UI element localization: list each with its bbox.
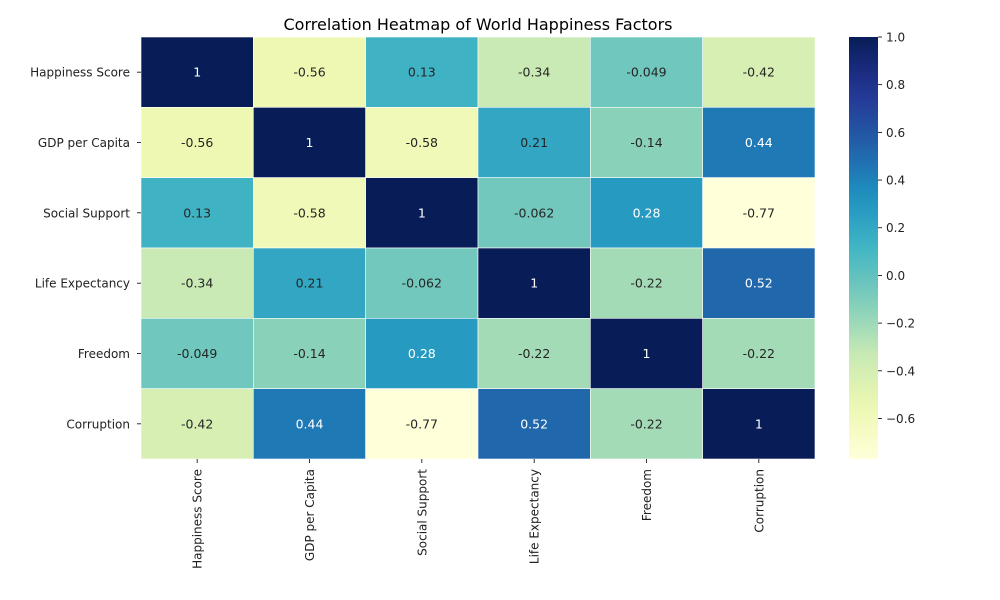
colorbar: 1.0 0.8 0.6 0.4 0.2 0.0 −0.2 −0.4 −0.6 [849, 31, 915, 459]
heatmap-cell [702, 247, 816, 319]
cell-value-label: -0.22 [518, 346, 550, 361]
colorbar-tick-label: 1.0 [886, 31, 905, 45]
cell-value-label: 0.21 [520, 135, 548, 150]
y-tick-label: Social Support [43, 206, 130, 220]
colorbar-tick-label: 0.0 [886, 269, 905, 283]
colorbar-tick-label: −0.6 [886, 412, 915, 426]
colorbar-tick-label: −0.4 [886, 364, 915, 378]
heatmap-cell [702, 177, 816, 249]
x-tick-label: Happiness Score [191, 469, 205, 569]
cell-value-label: 1 [193, 65, 201, 80]
heatmap-cell [253, 247, 366, 319]
cell-value-label: 1 [418, 205, 426, 220]
cell-value-label: -0.42 [181, 416, 213, 431]
cell-value-label: -0.049 [626, 65, 666, 80]
cell-value-label: 1 [755, 416, 763, 431]
cell-value-label: 0.44 [296, 416, 324, 431]
cell-value-label: -0.14 [630, 135, 662, 150]
colorbar-tick-label: −0.2 [886, 317, 915, 331]
y-tick-labels: Happiness Score GDP per Capita Social Supp… [30, 66, 141, 431]
heatmap-cell [702, 107, 816, 178]
cell-value-label: -0.34 [518, 65, 550, 80]
cell-value-label: -0.42 [743, 65, 775, 80]
cell-value-label: 0.13 [183, 205, 211, 220]
heatmap-cell [253, 177, 366, 249]
y-tick-label: Happiness Score [30, 66, 130, 80]
heatmap-cell [253, 107, 366, 178]
cell-value-label: 1 [306, 135, 314, 150]
cell-value-label: -0.22 [630, 276, 662, 291]
heatmap-cell [477, 318, 591, 389]
y-tick-label: Life Expectancy [35, 277, 130, 291]
cell-value-label: 1 [530, 276, 538, 291]
heatmap-cell [140, 177, 254, 249]
y-tick-label: GDP per Capita [38, 136, 130, 150]
cell-value-label: -0.22 [743, 346, 775, 361]
colorbar-gradient [849, 37, 878, 459]
cell-value-label: -0.56 [293, 65, 325, 80]
cell-value-label: 0.21 [296, 276, 324, 291]
cell-value-label: 1 [643, 346, 651, 361]
cell-value-label: 0.28 [633, 205, 661, 220]
heatmap-cell [365, 177, 479, 249]
cell-value-label: -0.58 [406, 135, 438, 150]
heatmap-cell [477, 107, 591, 178]
heatmap-cell [365, 36, 479, 108]
heatmap-cell [702, 318, 816, 389]
cell-value-label: -0.049 [177, 346, 217, 361]
cell-value-label: 0.44 [745, 135, 773, 150]
heatmap-cell [477, 247, 591, 319]
chart-title: Correlation Heatmap of World Happiness F… [284, 15, 673, 34]
heatmap-cell [477, 36, 591, 108]
cell-value-label: 0.52 [520, 416, 548, 431]
x-tick-label: GDP per Capita [303, 469, 317, 561]
x-tick-labels: Happiness Score GDP per Capita Social Supp… [191, 459, 766, 569]
heatmap-cell [365, 247, 479, 319]
heatmap-cell [702, 388, 816, 460]
cell-value-label: -0.062 [514, 205, 554, 220]
heatmap-cell [477, 388, 591, 460]
x-tick-label: Freedom [640, 469, 654, 521]
heatmap-cell [140, 318, 254, 389]
cell-value-label: -0.77 [743, 205, 775, 220]
cell-value-label: -0.77 [406, 416, 438, 431]
cell-value-label: 0.13 [408, 65, 436, 80]
cell-value-label: -0.14 [293, 346, 325, 361]
colorbar-tick-label: 0.6 [886, 126, 905, 140]
x-tick-label: Social Support [415, 469, 429, 556]
x-tick-label: Life Expectancy [528, 469, 542, 564]
heatmap-cell [140, 388, 254, 460]
heatmap-cell [702, 36, 816, 108]
cell-value-label: -0.22 [630, 416, 662, 431]
heatmap-cell [590, 318, 703, 389]
heatmap-cell [140, 247, 254, 319]
heatmap-cell [365, 318, 479, 389]
cell-value-label: -0.56 [181, 135, 213, 150]
cell-value-label: 0.52 [745, 276, 773, 291]
colorbar-tick-label: 0.8 [886, 78, 905, 92]
x-tick-label: Corruption [752, 469, 766, 533]
heatmap-cells: 1 -0.56 0.13 -0.34 -0.049 -0.42 -0.56 1 -0.58 0.2… [140, 36, 816, 460]
heatmap-cell [590, 36, 703, 108]
cell-value-label: 0.28 [408, 346, 436, 361]
heatmap-cell [477, 177, 591, 249]
colorbar-tick-label: 0.4 [886, 174, 905, 188]
heatmap-cell [253, 36, 366, 108]
heatmap-cell [590, 388, 703, 460]
cell-value-label: -0.58 [293, 205, 325, 220]
y-tick-label: Corruption [66, 417, 130, 431]
heatmap-cell [590, 247, 703, 319]
y-tick-label: Freedom [78, 347, 130, 361]
heatmap-cell [140, 36, 254, 108]
cell-value-label: -0.34 [181, 276, 213, 291]
cell-value-label: -0.062 [402, 276, 442, 291]
heatmap-cell [140, 107, 254, 178]
colorbar-tick-label: 0.2 [886, 221, 905, 235]
heatmap-cell [590, 177, 703, 249]
